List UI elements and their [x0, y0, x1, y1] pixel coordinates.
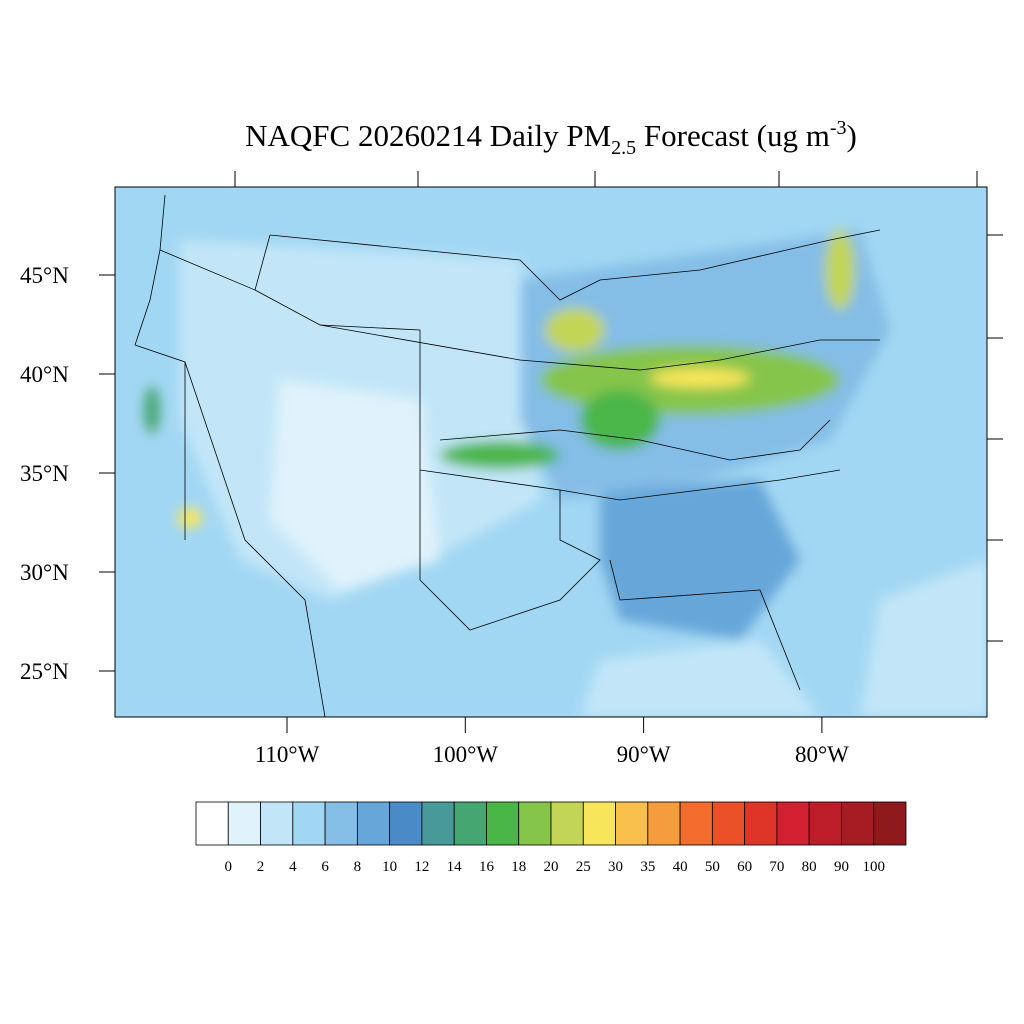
title: NAQFC 20260214 Daily PM2.5 Forecast (ug …	[245, 117, 857, 159]
colorbar-label: 16	[479, 859, 495, 875]
lat-label: 30°N	[20, 560, 69, 585]
colorbar-box	[841, 801, 875, 846]
lat-label: 35°N	[20, 461, 69, 486]
lat-label: 45°N	[20, 263, 69, 288]
colorbar-box	[292, 801, 326, 846]
colorbar-label: 25	[576, 859, 591, 875]
colorbar-box	[647, 801, 681, 846]
colorbar-box	[195, 801, 229, 846]
colorbar-label: 60	[737, 859, 752, 875]
title-end: )	[847, 118, 857, 153]
colorbar-box	[873, 801, 907, 846]
colorbar-label: 100	[862, 859, 885, 875]
colorbar-box	[324, 801, 358, 846]
lon-label: 100°W	[433, 742, 499, 767]
title-superscript: -3	[830, 117, 847, 139]
colorbar-box	[356, 801, 391, 846]
colorbar-box	[550, 801, 584, 846]
title-subscript: 2.5	[611, 137, 636, 159]
colorbar-label: 12	[414, 859, 429, 875]
colorbar-label: 0	[225, 859, 233, 875]
colorbar-box	[486, 801, 520, 846]
colorbar-box	[744, 801, 778, 846]
colorbar-label: 40	[673, 859, 688, 875]
frame-ticks	[234, 171, 1003, 642]
colorbar-box	[421, 801, 455, 846]
lat-label: 40°N	[20, 362, 69, 387]
colorbar-box	[711, 801, 746, 846]
title-main: NAQFC 20260214 Daily PM	[245, 118, 611, 153]
colorbar-box	[808, 801, 842, 846]
colorbar-label: 80	[802, 859, 817, 875]
colorbar-box	[227, 801, 261, 846]
colorbar-box	[260, 801, 294, 846]
colorbar-label: 10	[382, 859, 397, 875]
colorbar-label: 90	[834, 859, 849, 875]
colorbar-label: 2	[257, 859, 265, 875]
colorbar-label: 20	[544, 859, 559, 875]
colorbar-box	[679, 801, 713, 846]
colorbar-label: 50	[705, 859, 720, 875]
colorbar-box	[776, 801, 810, 846]
lon-label: 90°W	[617, 742, 671, 767]
title-mid: Forecast (ug m	[636, 118, 830, 153]
colorbar-label: 6	[321, 859, 329, 875]
colorbar-box	[615, 801, 649, 846]
map-frame	[114, 186, 988, 718]
colorbar-label: 8	[354, 859, 362, 875]
colorbar-box	[453, 801, 487, 846]
pm25-field	[115, 187, 987, 717]
colorbar-label: 4	[289, 859, 297, 875]
colorbar-box	[518, 801, 552, 846]
colorbar-box	[389, 801, 423, 846]
colorbar-label: 35	[640, 859, 655, 875]
colorbar-label: 14	[447, 859, 463, 875]
lat-label: 25°N	[20, 659, 69, 684]
colorbar-box	[582, 801, 616, 846]
colorbar-label: 30	[608, 859, 623, 875]
colorbar-label: 70	[769, 859, 784, 875]
colorbar-label: 18	[511, 859, 526, 875]
lon-label: 110°W	[255, 742, 320, 767]
lon-label: 80°W	[795, 742, 849, 767]
